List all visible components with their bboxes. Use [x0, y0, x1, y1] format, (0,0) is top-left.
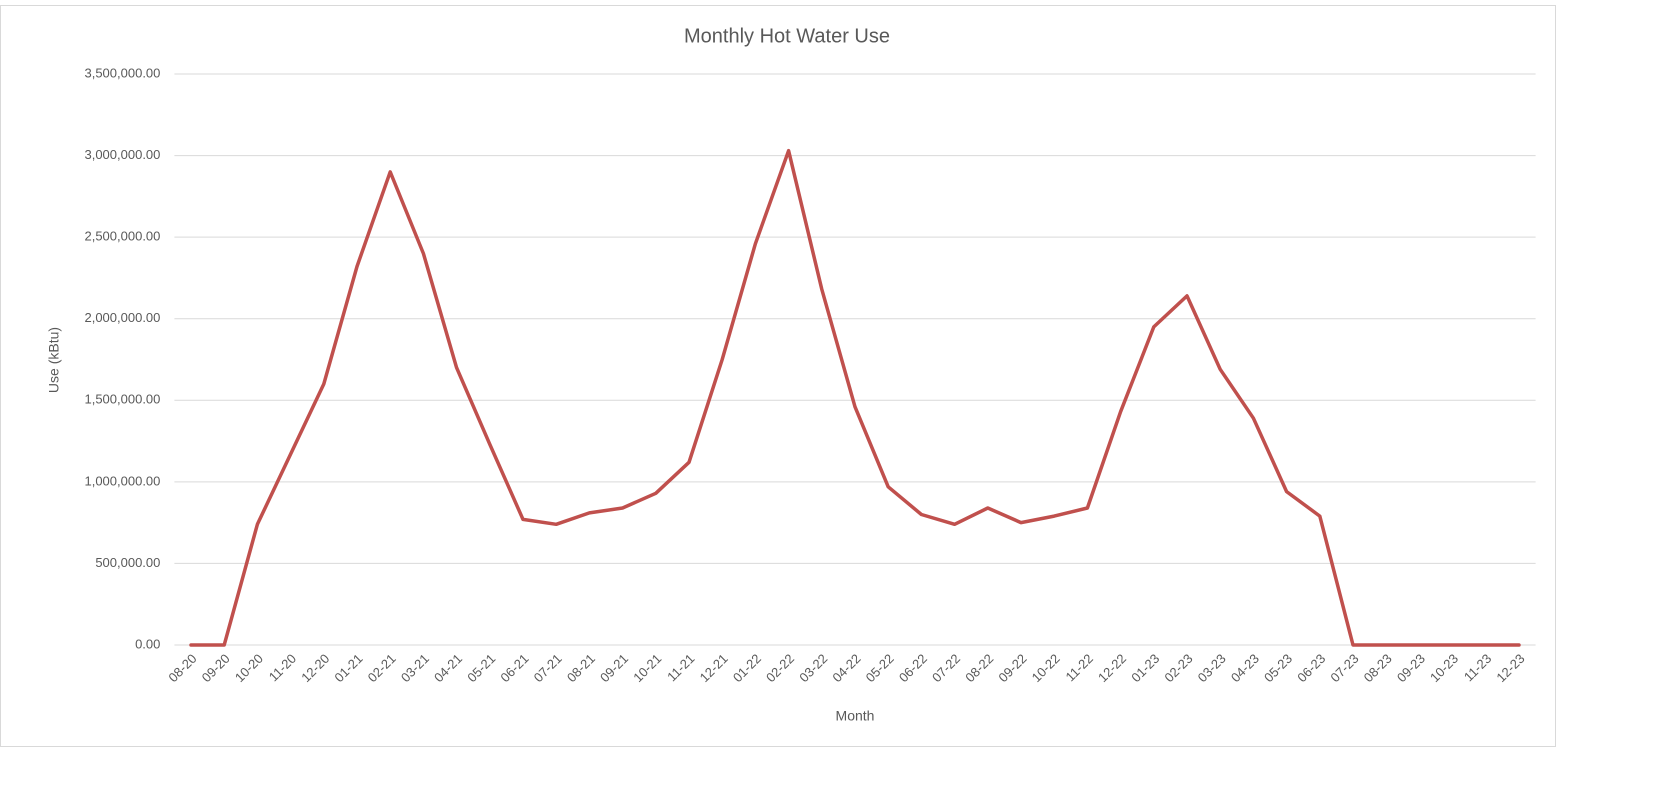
y-tick-label: 3,500,000.00: [84, 65, 160, 80]
y-tick-label: 2,000,000.00: [84, 310, 160, 325]
y-tick-label: 0.00: [135, 636, 160, 651]
y-tick-label: 1,500,000.00: [84, 392, 160, 407]
x-axis-label: Month: [836, 708, 875, 724]
y-tick-label: 500,000.00: [95, 555, 160, 570]
chart-title: Monthly Hot Water Use: [684, 25, 890, 47]
data-line: [189, 148, 1521, 647]
chart-frame: [0, 5, 1556, 747]
y-tick-label: 3,000,000.00: [84, 147, 160, 162]
y-tick-label: 2,500,000.00: [84, 229, 160, 244]
y-tick-label: 1,000,000.00: [84, 473, 160, 488]
y-axis-label: Use (kBtu): [46, 327, 62, 393]
